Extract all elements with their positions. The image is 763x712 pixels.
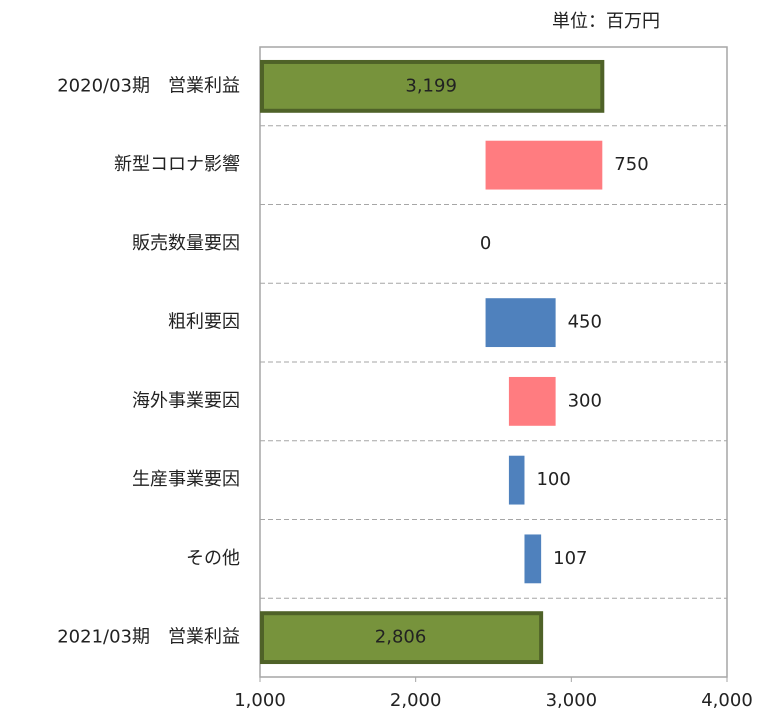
category-label: 2021/03期 営業利益 xyxy=(57,627,240,648)
delta-bar xyxy=(524,534,542,584)
value-label: 100 xyxy=(536,469,570,490)
value-label: 300 xyxy=(568,390,602,411)
total-bar xyxy=(260,611,544,665)
delta-bar xyxy=(508,376,556,426)
delta-bar xyxy=(485,140,603,190)
delta-bar xyxy=(508,455,525,505)
x-tick-label: 4,000 xyxy=(701,690,753,711)
category-label: 新型コロナ影響 xyxy=(114,154,240,175)
delta-bar xyxy=(485,298,556,348)
category-label: 2020/03期 営業利益 xyxy=(57,75,240,96)
unit-note: 単位：百万円 xyxy=(552,11,660,32)
category-label: 海外事業要因 xyxy=(132,390,240,411)
x-tick-label: 3,000 xyxy=(546,690,598,711)
category-label: 生産事業要因 xyxy=(132,469,240,490)
x-tick-label: 1,000 xyxy=(234,690,286,711)
category-label: 粗利要因 xyxy=(168,312,240,333)
value-label: 107 xyxy=(553,548,587,569)
value-label: 3,199 xyxy=(405,75,457,96)
value-label: 450 xyxy=(568,312,602,333)
value-label: 2,806 xyxy=(375,627,427,648)
value-label: 750 xyxy=(614,154,648,175)
total-bar xyxy=(260,59,605,113)
value-label: 0 xyxy=(480,233,491,254)
category-label: その他 xyxy=(186,548,240,569)
category-label: 販売数量要因 xyxy=(132,233,240,254)
x-tick-label: 2,000 xyxy=(390,690,442,711)
